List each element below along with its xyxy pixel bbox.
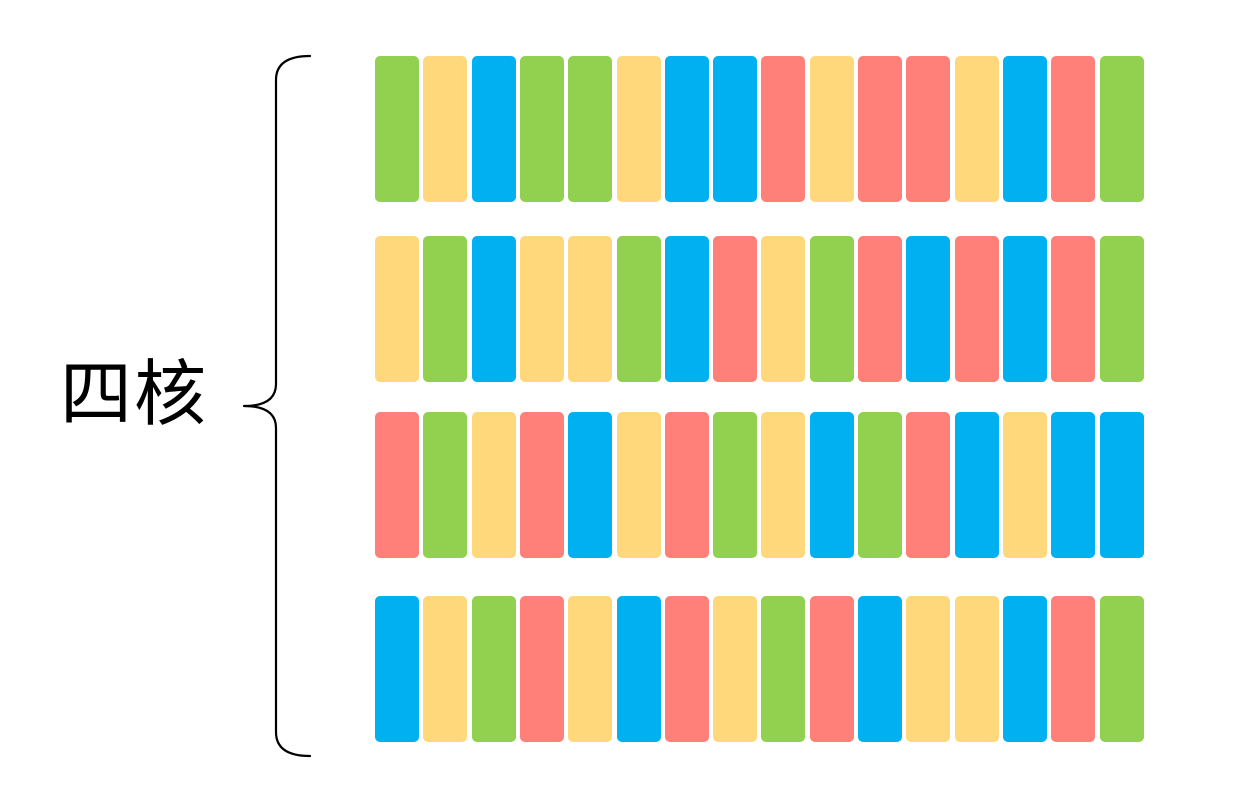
task-bar-red — [520, 596, 564, 742]
task-bar-blue — [858, 596, 902, 742]
task-bar-blue — [955, 412, 999, 558]
task-bar-red — [761, 56, 805, 202]
task-bar-green — [761, 596, 805, 742]
task-bar-red — [810, 596, 854, 742]
core-row-1 — [375, 56, 1145, 202]
task-bar-green — [617, 236, 661, 382]
task-bar-blue — [617, 596, 661, 742]
task-bar-green — [713, 412, 757, 558]
task-bar-green — [568, 56, 612, 202]
task-bar-blue — [810, 412, 854, 558]
task-bar-yellow — [472, 412, 516, 558]
task-bar-green — [472, 596, 516, 742]
task-bar-red — [665, 596, 709, 742]
task-bar-red — [858, 56, 902, 202]
core-row-3 — [375, 412, 1145, 558]
task-bar-green — [423, 412, 467, 558]
task-bar-red — [665, 412, 709, 558]
task-bar-yellow — [520, 236, 564, 382]
task-bar-yellow — [761, 236, 805, 382]
task-bar-yellow — [568, 596, 612, 742]
left-brace — [242, 54, 312, 758]
task-bar-yellow — [617, 412, 661, 558]
task-bar-blue — [568, 412, 612, 558]
task-bar-green — [1100, 56, 1144, 202]
task-bar-red — [1051, 596, 1095, 742]
task-bar-yellow — [906, 596, 950, 742]
task-bar-blue — [665, 56, 709, 202]
task-bar-blue — [472, 236, 516, 382]
task-bar-yellow — [761, 412, 805, 558]
task-bar-red — [1051, 56, 1095, 202]
task-bar-green — [375, 56, 419, 202]
task-bar-blue — [1003, 596, 1047, 742]
task-bar-yellow — [423, 596, 467, 742]
core-row-4 — [375, 596, 1145, 742]
task-bar-red — [955, 236, 999, 382]
task-bar-red — [858, 236, 902, 382]
task-bar-yellow — [423, 56, 467, 202]
core-count-label: 四核 — [60, 352, 209, 436]
task-bar-yellow — [617, 56, 661, 202]
task-bar-yellow — [713, 596, 757, 742]
task-bar-green — [810, 236, 854, 382]
task-bar-red — [906, 56, 950, 202]
task-bar-green — [423, 236, 467, 382]
task-bar-blue — [1003, 236, 1047, 382]
task-bar-yellow — [955, 56, 999, 202]
task-bar-blue — [665, 236, 709, 382]
task-bar-green — [1100, 596, 1144, 742]
task-bar-green — [1100, 236, 1144, 382]
task-bar-green — [858, 412, 902, 558]
task-bar-red — [520, 412, 564, 558]
task-bar-yellow — [810, 56, 854, 202]
task-bar-red — [375, 412, 419, 558]
task-bar-blue — [1100, 412, 1144, 558]
task-bar-blue — [713, 56, 757, 202]
task-bar-yellow — [375, 236, 419, 382]
task-bar-yellow — [955, 596, 999, 742]
task-bar-red — [906, 412, 950, 558]
task-bar-blue — [1003, 56, 1047, 202]
task-bar-red — [1051, 236, 1095, 382]
task-bar-blue — [906, 236, 950, 382]
core-row-2 — [375, 236, 1145, 382]
task-bar-yellow — [1003, 412, 1047, 558]
task-bar-blue — [375, 596, 419, 742]
task-bar-red — [713, 236, 757, 382]
task-bar-blue — [1051, 412, 1095, 558]
task-bar-green — [520, 56, 564, 202]
task-bar-blue — [472, 56, 516, 202]
task-bar-yellow — [568, 236, 612, 382]
